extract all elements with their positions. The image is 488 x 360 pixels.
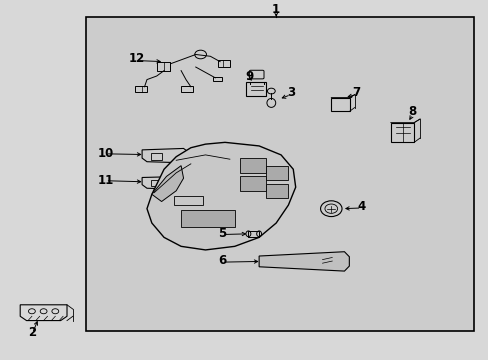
Text: 12: 12 [129,51,145,64]
Polygon shape [259,252,348,271]
Text: 10: 10 [97,147,113,159]
Text: 7: 7 [352,86,360,99]
Bar [151,153,161,160]
Polygon shape [147,142,295,250]
Bar [151,180,161,186]
Bar [266,184,288,198]
Text: 3: 3 [286,86,294,99]
Text: 6: 6 [218,254,226,267]
Text: 2: 2 [28,326,37,339]
Text: 9: 9 [245,69,253,82]
Bar [266,166,288,180]
Bar [217,60,229,67]
Bar [248,231,259,237]
Bar [330,98,349,111]
Bar [173,196,203,205]
Text: 8: 8 [408,105,416,118]
Polygon shape [152,166,183,202]
Text: 4: 4 [357,201,365,213]
Text: 1: 1 [272,3,280,16]
Bar [181,211,234,226]
Bar [157,62,170,71]
Text: 11: 11 [97,174,113,186]
Bar [390,123,413,142]
Bar [212,77,221,81]
Bar [181,86,193,92]
Bar [239,158,266,173]
Bar [86,17,473,330]
Bar [245,82,266,96]
Bar [135,86,147,92]
Bar [239,176,266,192]
Text: 5: 5 [218,227,226,240]
